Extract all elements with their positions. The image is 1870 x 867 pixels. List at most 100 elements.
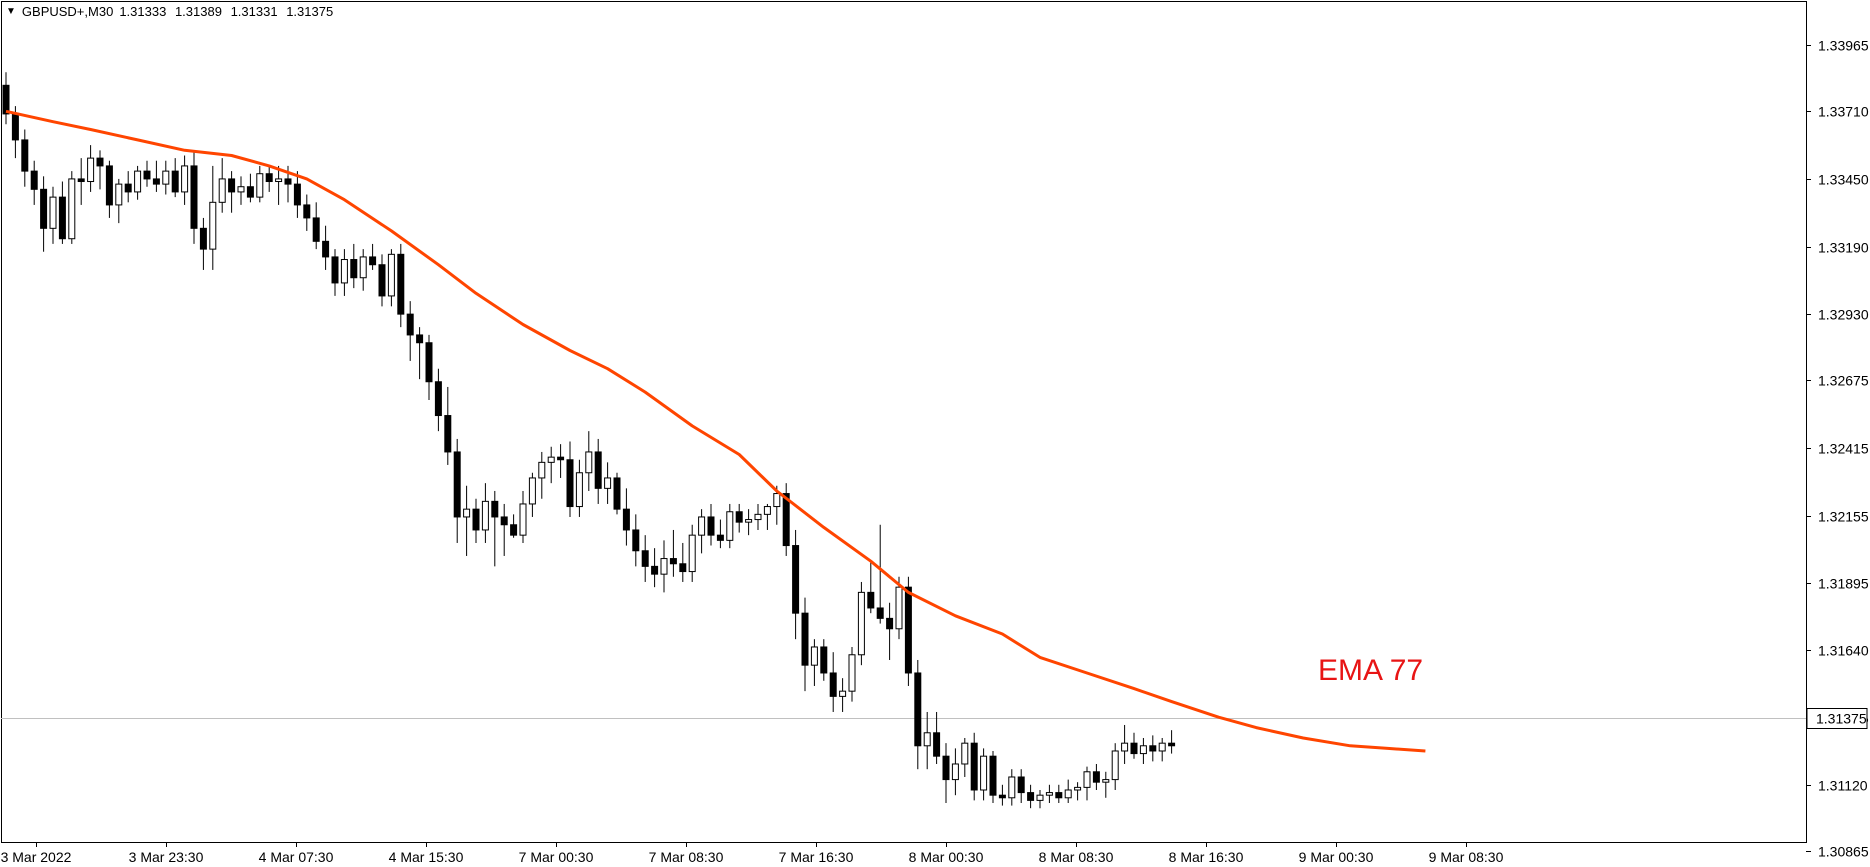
candle-body	[416, 334, 424, 344]
candle-body	[763, 506, 771, 515]
candle-body	[1008, 776, 1016, 799]
plot-frame	[1, 1, 1807, 843]
candle-body	[406, 313, 414, 336]
x-tick-label: 7 Mar 00:30	[519, 849, 594, 865]
candle-body	[726, 511, 734, 541]
x-tick-label: 7 Mar 16:30	[779, 849, 854, 865]
candle-body	[604, 477, 612, 489]
candle-body	[1083, 771, 1091, 788]
candle-body	[453, 451, 461, 518]
y-tick-label: 1.32930	[1818, 307, 1869, 323]
candle-body	[1139, 745, 1147, 755]
x-tick-label: 4 Mar 15:30	[389, 849, 464, 865]
candle-body	[754, 513, 762, 521]
candle-body	[829, 672, 837, 697]
candle-body	[481, 500, 489, 531]
candle-body	[1017, 776, 1025, 794]
x-tick-label: 4 Mar 07:30	[259, 849, 334, 865]
candle-body	[886, 617, 894, 630]
candle-body	[594, 451, 602, 489]
candle-body	[463, 508, 471, 518]
candle-body	[1149, 745, 1157, 752]
candle-body	[40, 188, 48, 229]
high-value: 1.31389	[174, 4, 222, 19]
y-tick-label: 1.31895	[1818, 576, 1869, 592]
price-tag: 1.31375	[1816, 711, 1867, 727]
candle-body	[190, 165, 198, 229]
candle-body	[688, 534, 696, 573]
candle-body	[340, 259, 348, 284]
candle-body	[2, 84, 10, 115]
dropdown-triangle-icon[interactable]: ▼	[6, 6, 16, 17]
candle-body	[622, 508, 630, 531]
candle-body	[651, 565, 659, 575]
candle-body	[575, 472, 583, 508]
candle-body	[961, 742, 969, 765]
candle-body	[942, 755, 950, 781]
y-tick-label: 1.33450	[1818, 172, 1869, 188]
candle-body	[707, 516, 715, 536]
candle-body	[547, 456, 555, 463]
low-value: 1.31331	[230, 4, 278, 19]
candle-body	[613, 477, 621, 510]
candle-body	[895, 586, 903, 630]
candle-body	[425, 342, 433, 383]
candle-body	[1158, 742, 1166, 752]
candle-body	[491, 500, 499, 518]
y-tick-label: 1.31640	[1818, 643, 1869, 659]
candle-body	[1168, 742, 1176, 747]
candle-body	[801, 612, 809, 666]
candle-body	[152, 178, 160, 185]
candle-body	[284, 178, 292, 185]
candle-body	[369, 256, 377, 266]
y-tick-label: 1.33710	[1818, 104, 1869, 120]
candle-body	[96, 157, 104, 167]
candle-body	[143, 170, 151, 180]
candle-body	[773, 493, 781, 508]
candle-body	[857, 591, 865, 656]
chart-header: ▼ GBPUSD+,M30 1.31333 1.31389 1.31331 1.…	[6, 4, 338, 19]
candle-body	[397, 253, 405, 315]
candle-body	[820, 646, 828, 674]
x-tick-label: 3 Mar 2022	[1, 849, 72, 865]
symbol-label: GBPUSD+,M30	[21, 4, 114, 19]
candle-body	[810, 646, 818, 666]
x-tick-label: 7 Mar 08:30	[649, 849, 724, 865]
candle-body	[933, 732, 941, 757]
candle-body	[632, 529, 640, 552]
candle-body	[1027, 792, 1035, 801]
candle-body	[124, 183, 132, 193]
candle-body	[246, 186, 254, 198]
price-tag-box	[1806, 708, 1868, 729]
candle-body	[660, 558, 668, 575]
candle-body	[171, 170, 179, 193]
y-tick-label: 1.33190	[1818, 240, 1869, 256]
candle-body	[998, 794, 1006, 799]
candle-body	[237, 186, 245, 193]
candle-body	[359, 256, 367, 279]
candle-body	[218, 178, 226, 203]
candle-body	[538, 461, 546, 479]
candle-body	[30, 170, 38, 190]
candle-body	[1074, 786, 1082, 791]
x-tick-label: 9 Mar 08:30	[1429, 849, 1504, 865]
candle-body	[585, 451, 593, 474]
candle-body	[68, 178, 76, 240]
x-tick-label: 3 Mar 23:30	[129, 849, 204, 865]
candle-body	[519, 503, 527, 536]
candle-body	[1121, 742, 1129, 752]
candle-body	[293, 183, 301, 206]
candle-body	[87, 157, 95, 183]
candle-body	[970, 742, 978, 791]
candle-body	[792, 545, 800, 614]
candle-body	[312, 217, 320, 242]
candle-body	[472, 508, 480, 531]
candle-body	[914, 672, 922, 747]
close-value: 1.31375	[286, 4, 334, 19]
candle-body	[434, 381, 442, 417]
candle-body	[989, 755, 997, 796]
candle-body	[641, 550, 649, 567]
candle-body	[1036, 794, 1044, 801]
candle-body	[716, 534, 724, 541]
